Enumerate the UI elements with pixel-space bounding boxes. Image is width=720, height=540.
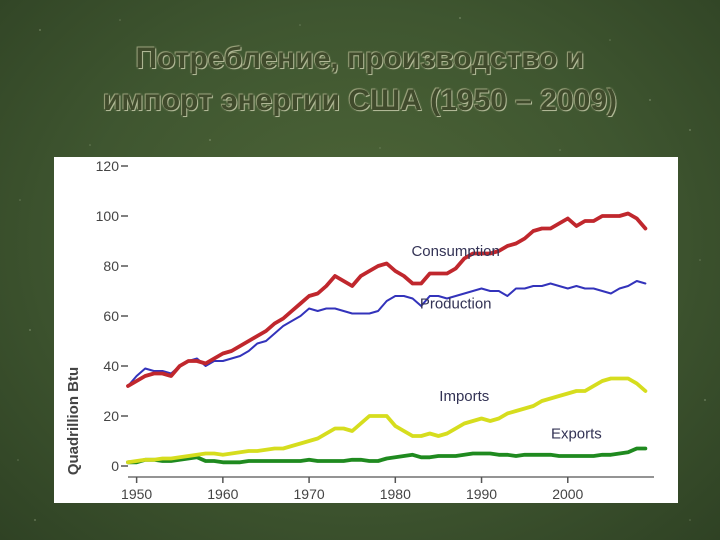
chart-panel: 0 20 40 60 80 100 120 1950 1960 1970 1980 1990 2000 …: [54, 157, 678, 503]
chart-series-lines: [126, 211, 648, 465]
y-axis-label: Quadrillion Btu: [65, 367, 82, 475]
series-label-exports: Exports: [551, 426, 602, 443]
y-tick-label: 100: [96, 208, 120, 224]
series-line-exports: [126, 446, 648, 465]
y-tick-label: 0: [111, 458, 119, 474]
series-line-consumption: [126, 211, 648, 388]
series-line-production: [127, 280, 647, 387]
slide-title: Потребление, производство и импорт энерг…: [20, 38, 700, 122]
series-label-production: Production: [420, 296, 492, 313]
chart-series-labels: Consumption Production Imports Exports: [411, 243, 601, 443]
y-tick-label: 120: [96, 158, 120, 174]
x-tick-label: 1960: [207, 486, 238, 502]
x-tick-label: 2000: [552, 486, 583, 502]
chart-axes: 0 20 40 60 80 100 120 1950 1960 1970 1980 1990 2000: [96, 158, 654, 502]
series-label-imports: Imports: [439, 388, 489, 405]
x-tick-label: 1950: [121, 486, 152, 502]
x-tick-label: 1970: [294, 486, 325, 502]
series-label-consumption: Consumption: [411, 243, 499, 260]
y-tick-label: 40: [103, 358, 119, 374]
x-tick-label: 1980: [380, 486, 411, 502]
slide-title-line-2: импорт энергии США (1950 – 2009): [102, 84, 618, 117]
x-tick-label: 1990: [466, 486, 497, 502]
y-tick-label: 20: [103, 408, 119, 424]
series-line-imports: [126, 376, 648, 465]
y-tick-label: 80: [103, 258, 119, 274]
slide-title-line-1: Потребление, производство и: [135, 42, 585, 75]
y-tick-label: 60: [103, 308, 119, 324]
